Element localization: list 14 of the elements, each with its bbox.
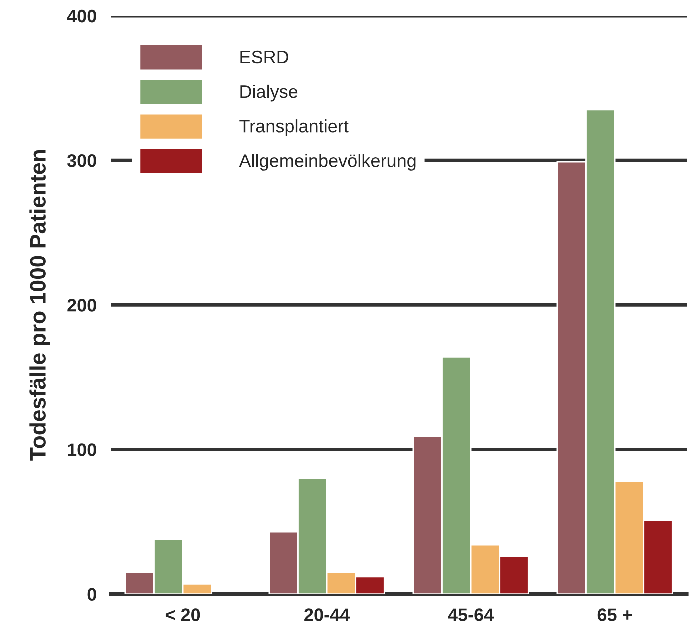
- legend-label: Transplantiert: [240, 120, 349, 136]
- x-tick-label: < 20: [166, 608, 200, 622]
- legend-label: Allgemeinbevölkerung: [239, 154, 416, 171]
- x-tick-label: 45-64: [448, 608, 494, 622]
- y-tick-label: 400: [67, 10, 96, 23]
- x-tick-label: 65 +: [598, 608, 632, 622]
- y-tick-label: 200: [68, 299, 96, 312]
- legend-label: ESRD: [240, 50, 289, 64]
- y-tick-label: 0: [88, 588, 96, 601]
- y-axis-title: Todesfälle pro 1000 Patienten: [30, 150, 50, 461]
- x-tick-label: 20-44: [304, 608, 350, 622]
- y-tick-label: 300: [67, 154, 96, 168]
- legend-label: Dialyse: [240, 84, 298, 102]
- y-tick-label: 100: [68, 444, 96, 456]
